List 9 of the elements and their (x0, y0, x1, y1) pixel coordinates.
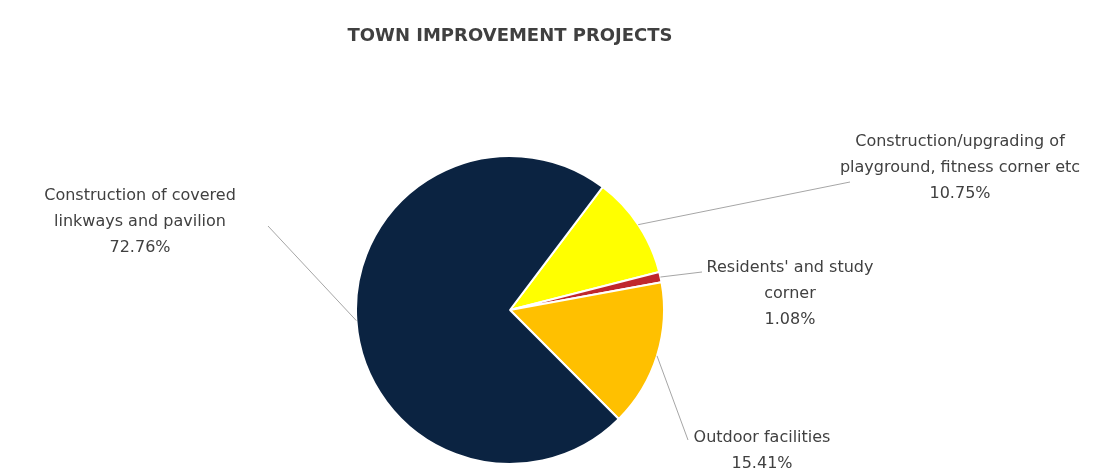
data-label: 15.41% (731, 453, 793, 471)
slice-label: Residents' and study corner (706, 257, 874, 303)
slice-label: Outdoor facilities (693, 427, 831, 447)
slice-label: Construction of covered linkways and pavilion (44, 185, 236, 231)
chart-title: TOWN IMPROVEMENT PROJECTS (347, 23, 673, 45)
data-label: 1.08% (764, 309, 816, 329)
slice-label: Construction/upgrading of playground, fitness corner etc (839, 131, 1081, 177)
data-label: 10.75% (929, 183, 991, 203)
data-label: 72.76% (109, 237, 171, 257)
